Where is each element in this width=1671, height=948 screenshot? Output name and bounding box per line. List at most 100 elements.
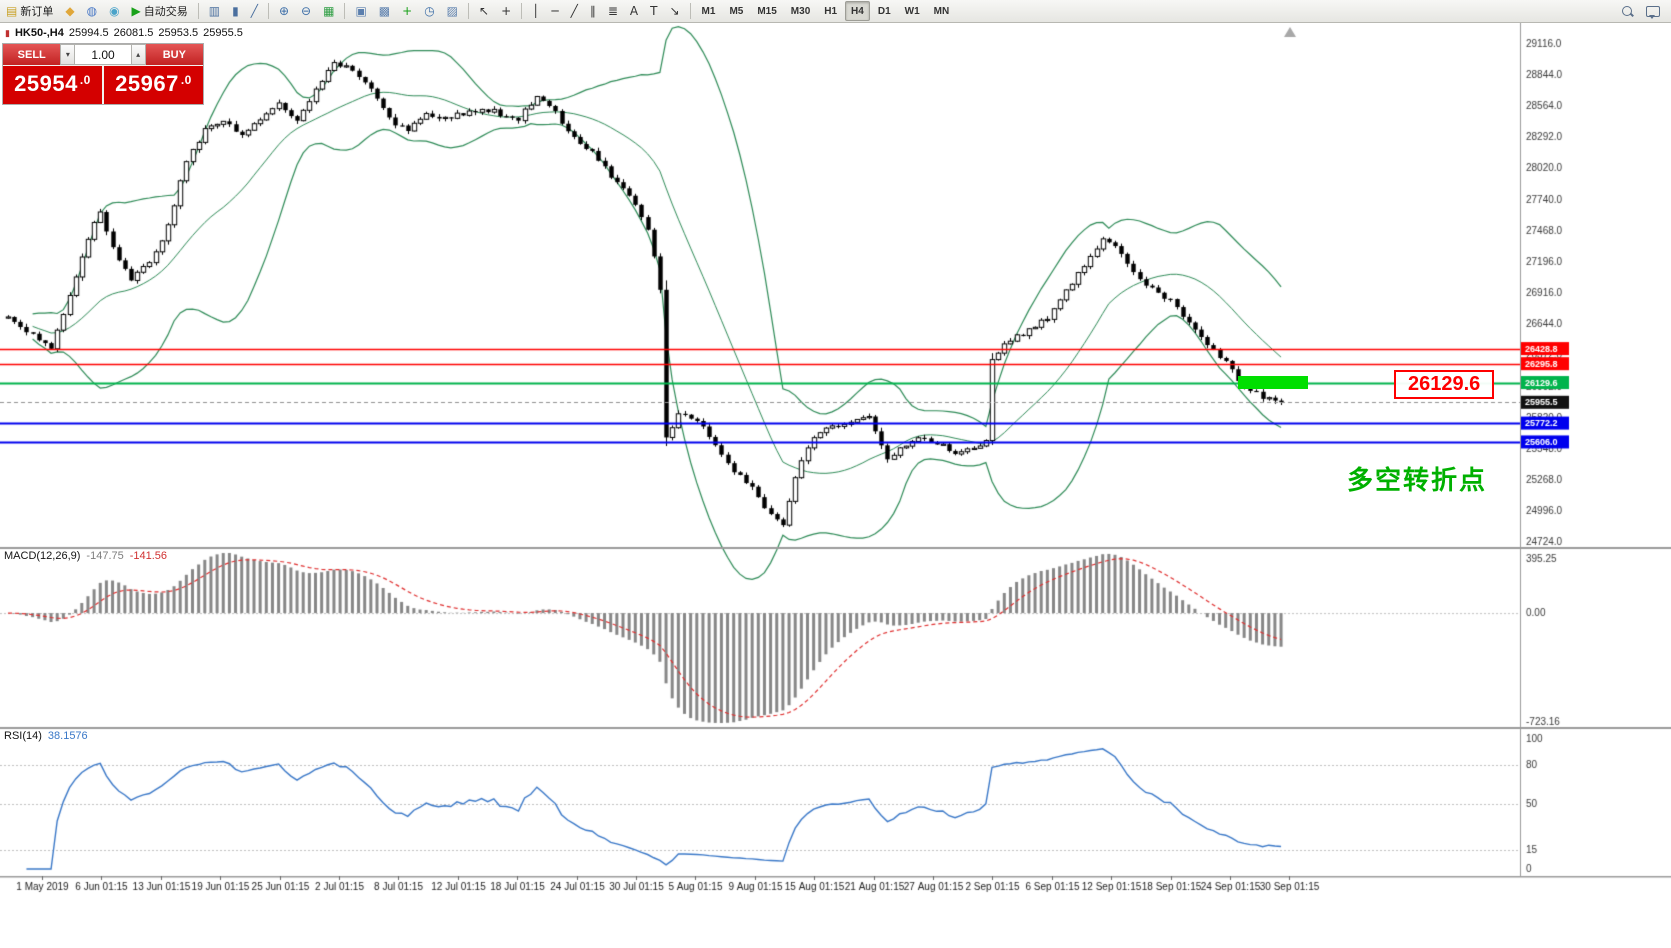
timeframe-m1[interactable]: M1: [701, 5, 716, 17]
timeframe-h1[interactable]: H1: [824, 5, 838, 17]
horizontal-line-button[interactable]: ─: [546, 1, 563, 21]
tile-windows-button[interactable]: ▣: [350, 1, 371, 21]
crosshair-button[interactable]: +: [496, 1, 516, 21]
autotrading-button[interactable]: ▶ 自动交易: [127, 1, 193, 21]
label-button[interactable]: T: [645, 1, 662, 21]
chat-button[interactable]: [1641, 1, 1664, 21]
period-button[interactable]: ◷: [419, 1, 439, 21]
fibonacci-icon: ≣: [607, 4, 618, 18]
period-icon: ◷: [424, 4, 435, 18]
new-order-button[interactable]: ▤ 新订单: [1, 1, 58, 21]
trendline-button[interactable]: ╱: [566, 1, 583, 21]
channel-button[interactable]: ∥: [585, 1, 601, 21]
symbol-ohlc-line: ▮ HK50-,H4 25994.5 26081.5 25953.5 25955…: [5, 27, 243, 39]
cursor-icon: ↖: [479, 4, 490, 18]
timeframe-w1[interactable]: W1: [904, 5, 920, 17]
timeframe-d1[interactable]: D1: [877, 5, 891, 17]
ohlc-high: 26081.5: [113, 27, 154, 39]
sell-price-decimal: .0: [79, 73, 91, 87]
toolbar-separator: [267, 3, 269, 19]
sell-price[interactable]: 25954 .0: [3, 66, 102, 104]
search-button[interactable]: [1616, 1, 1639, 21]
chart-properties-button[interactable]: ▨: [442, 1, 463, 21]
tile-windows-icon: ▣: [355, 4, 367, 18]
volume-input[interactable]: 1.00: [75, 44, 131, 65]
timeframe-m5[interactable]: M5: [729, 5, 744, 17]
new-order-button-label: 新订单: [20, 6, 54, 18]
vertical-line-button[interactable]: │: [527, 1, 544, 21]
candlestick-chart-button[interactable]: ▮: [227, 1, 244, 21]
rsi-name: RSI(14): [4, 730, 42, 742]
line-chart-icon: ╱: [250, 4, 258, 18]
buy-price[interactable]: 25967 .0: [104, 66, 203, 104]
toolbar-separator: [197, 3, 199, 19]
auto-arrange-icon: ▦: [323, 4, 335, 18]
turning-point-annotation[interactable]: 多空转折点: [1347, 465, 1488, 495]
new-chart-icon: +: [402, 4, 413, 18]
one-click-trading-panel: SELL ▾ 1.00 ▴ BUY 25954 .0 25967 .0: [2, 43, 204, 105]
buy-button[interactable]: BUY: [145, 44, 204, 65]
volume-increase-button[interactable]: ▴: [130, 44, 146, 65]
data-window-icon: ◉: [109, 4, 120, 18]
chart-window-button[interactable]: ◆: [60, 1, 79, 21]
arrows-button[interactable]: ↘: [664, 1, 684, 21]
macd-name: MACD(12,26,9): [4, 550, 81, 562]
symbol-name: HK50-,H4: [14, 27, 64, 39]
main-toolbar: ▤ 新订单 ◆ ◍ ◉ ▶ 自动交易 ▥ ▮ ╱ ⊕ ⊖ ▦ ▣ ▩ + ◷ ▨ ↖ + │ ─ ╱ ∥ ≣ A T ↘ M1 M5 M15…: [0, 0, 1671, 23]
buy-price-decimal: .0: [180, 73, 192, 87]
chat-icon: [1646, 5, 1660, 19]
auto-arrange-button[interactable]: ▦: [318, 1, 339, 21]
line-chart-button[interactable]: ╱: [246, 1, 263, 21]
timeframe-h4[interactable]: H4: [845, 1, 870, 21]
price-level-callout[interactable]: 26129.6: [1394, 370, 1495, 399]
sell-button[interactable]: SELL: [3, 44, 61, 65]
new-order-icon: ▤: [6, 4, 18, 18]
autotrading-icon: ▶: [131, 4, 141, 18]
cascade-windows-button[interactable]: ▩: [374, 1, 395, 21]
rsi-value: 38.1576: [47, 730, 88, 742]
toolbar-separator: [344, 3, 346, 19]
rsi-indicator-label: RSI(14) 38.1576: [4, 730, 88, 742]
zoom-in-button[interactable]: ⊕: [274, 1, 294, 21]
toolbar-separator: [521, 3, 523, 19]
symbol-icon: ▮: [5, 27, 10, 38]
text-button[interactable]: A: [625, 1, 643, 21]
autotrading-button-label: 自动交易: [143, 6, 188, 18]
volume-decrease-button[interactable]: ▾: [60, 44, 76, 65]
chart-window-icon: ◆: [65, 4, 75, 18]
search-icon: [1621, 5, 1634, 18]
channel-icon: ∥: [589, 4, 596, 18]
label-icon: T: [650, 4, 658, 18]
buy-price-main: 25967: [115, 71, 179, 96]
timeframe-m15[interactable]: M15: [757, 5, 777, 17]
crosshair-icon: +: [501, 4, 512, 18]
sell-price-main: 25954: [14, 71, 78, 96]
cursor-button[interactable]: ↖: [474, 1, 494, 21]
ohlc-open: 25994.5: [68, 27, 109, 39]
toolbar-right-group: [1615, 0, 1671, 22]
data-window-button[interactable]: ◉: [104, 1, 124, 21]
text-icon: A: [629, 4, 639, 18]
timeframe-mn[interactable]: MN: [933, 5, 950, 17]
trendline-icon: ╱: [570, 4, 578, 18]
zoom-in-icon: ⊕: [278, 4, 290, 18]
highlight-rectangle[interactable]: [1238, 376, 1308, 389]
macd-value-signal: -141.56: [129, 550, 168, 562]
horizontal-line-icon: ─: [551, 4, 559, 18]
ohlc-close: 25955.5: [203, 27, 243, 39]
ohlc-low: 25953.5: [158, 27, 199, 39]
profiles-button[interactable]: ◍: [82, 1, 102, 21]
bar-chart-button[interactable]: ▥: [204, 1, 225, 21]
macd-indicator-label: MACD(12,26,9) -147.75 -141.56: [4, 550, 167, 562]
candlestick-chart-icon: ▮: [232, 4, 239, 18]
toolbar-separator: [689, 3, 691, 19]
zoom-out-button[interactable]: ⊖: [296, 1, 316, 21]
profiles-icon: ◍: [86, 4, 98, 18]
timeframe-m30[interactable]: M30: [790, 5, 811, 17]
price-chart-canvas[interactable]: [0, 23, 1671, 948]
new-chart-button[interactable]: +: [397, 1, 417, 21]
arrows-icon: ↘: [669, 4, 680, 18]
fibonacci-button[interactable]: ≣: [603, 1, 623, 21]
toolbar-left-group: ▤ 新订单 ◆ ◍ ◉ ▶ 自动交易 ▥ ▮ ╱ ⊕ ⊖ ▦ ▣ ▩ + ◷ ▨ ↖ + │ ─ ╱ ∥ ≣ A T ↘ M1 M5 M15…: [0, 0, 956, 22]
